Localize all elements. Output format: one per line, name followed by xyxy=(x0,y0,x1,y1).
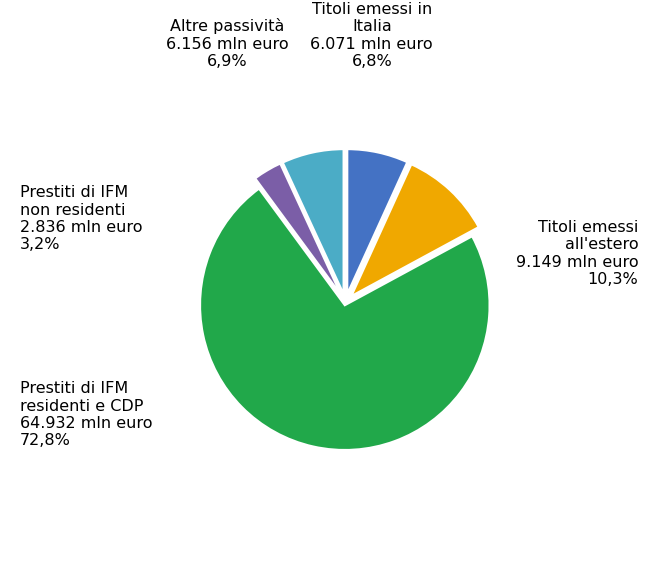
Text: Titoli emessi
all'estero
9.149 mln euro
10,3%: Titoli emessi all'estero 9.149 mln euro … xyxy=(516,220,638,287)
Text: Altre passività
6.156 mln euro
6,9%: Altre passività 6.156 mln euro 6,9% xyxy=(166,18,288,69)
Wedge shape xyxy=(347,149,407,294)
Wedge shape xyxy=(351,164,478,296)
Text: Titoli emessi in
Italia
6.071 mln euro
6,8%: Titoli emessi in Italia 6.071 mln euro 6… xyxy=(311,2,433,69)
Wedge shape xyxy=(255,164,341,295)
Wedge shape xyxy=(200,189,490,450)
Text: Prestiti di IFM
non residenti
2.836 mln euro
3,2%: Prestiti di IFM non residenti 2.836 mln … xyxy=(20,185,142,252)
Wedge shape xyxy=(283,149,343,294)
Text: Prestiti di IFM
residenti e CDP
64.932 mln euro
72,8%: Prestiti di IFM residenti e CDP 64.932 m… xyxy=(20,381,152,448)
